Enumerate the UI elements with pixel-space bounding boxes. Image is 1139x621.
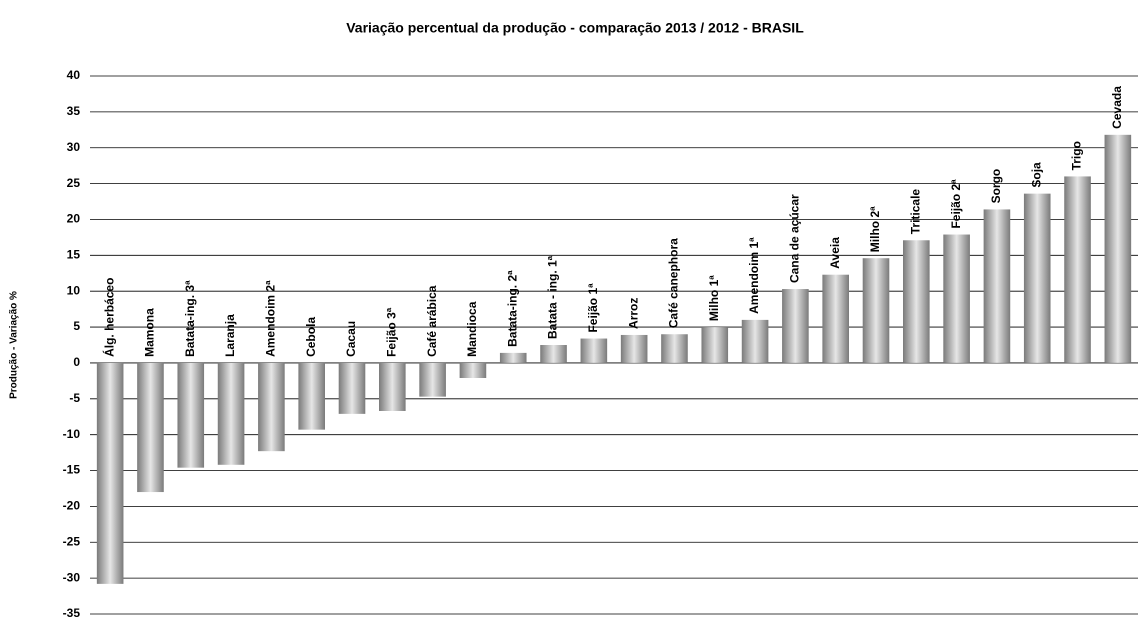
category-label: Mamona xyxy=(143,308,157,357)
category-label: Café arábica xyxy=(425,285,439,357)
bar xyxy=(1064,176,1091,363)
y-tick-label: -20 xyxy=(63,499,81,513)
bar xyxy=(580,338,608,363)
bar xyxy=(661,334,688,363)
y-tick-label: -25 xyxy=(63,534,81,548)
bar xyxy=(862,258,890,363)
bar xyxy=(1023,193,1051,363)
category-label: Batata-ing. 3ª xyxy=(183,280,197,357)
y-tick-label: 15 xyxy=(67,248,81,262)
category-label: Feijão 1ª xyxy=(586,283,600,333)
y-tick-label: 30 xyxy=(67,140,81,154)
bar xyxy=(903,240,930,363)
chart-title: Variação percentual da produção - compar… xyxy=(346,20,804,36)
category-label: Soja xyxy=(1029,162,1043,188)
y-tick-label: 20 xyxy=(67,212,81,226)
bar xyxy=(137,362,164,493)
bar xyxy=(741,319,769,363)
category-label: Batata - ing. 1ª xyxy=(546,255,560,339)
category-label: Sorgo xyxy=(989,169,1003,204)
y-tick-label: -15 xyxy=(63,463,81,477)
category-label: Mandioca xyxy=(465,301,479,357)
bar xyxy=(459,362,487,378)
category-label: Cevada xyxy=(1110,86,1124,129)
bar xyxy=(338,362,366,414)
bar xyxy=(620,334,648,363)
category-label: Milho 1ª xyxy=(707,275,721,321)
category-label: Cana de açúcar xyxy=(788,194,802,283)
bar xyxy=(822,274,849,363)
category-label: Arroz xyxy=(626,298,640,329)
bar xyxy=(177,362,205,468)
bar xyxy=(379,362,406,411)
category-label: Triticale xyxy=(908,189,922,235)
y-tick-label: 10 xyxy=(67,283,81,297)
y-tick-label: 35 xyxy=(67,104,81,118)
bar xyxy=(1104,134,1132,363)
bar xyxy=(96,362,124,584)
category-label: Aveia xyxy=(828,237,842,269)
category-label: Cebola xyxy=(304,317,318,357)
bar xyxy=(701,327,729,363)
category-label: Trigo xyxy=(1070,141,1084,170)
category-label: Laranja xyxy=(223,314,237,357)
bar xyxy=(298,362,325,430)
category-label: Café canephora xyxy=(667,238,681,328)
y-axis-label: Produção - Variação % xyxy=(9,291,20,399)
bar xyxy=(782,289,809,363)
y-tick-label: -5 xyxy=(69,391,80,405)
bar xyxy=(943,234,970,363)
y-tick-label: -35 xyxy=(63,606,81,620)
y-tick-label: 25 xyxy=(67,176,81,190)
bar xyxy=(540,345,567,363)
category-label: Amendoim 2ª xyxy=(264,280,278,357)
category-label: Milho 2ª xyxy=(868,206,882,252)
y-tick-label: 0 xyxy=(73,355,80,369)
bar xyxy=(499,352,527,363)
bar xyxy=(217,362,245,465)
y-tick-label: 40 xyxy=(67,68,81,82)
category-label: Batata-ing. 2ª xyxy=(505,270,519,347)
bar xyxy=(983,209,1011,363)
category-label: Feijão 2ª xyxy=(949,179,963,229)
bar xyxy=(419,362,446,397)
category-label: Álg. herbáceo xyxy=(101,278,116,357)
category-label: Amendoim 1ª xyxy=(747,237,761,314)
y-tick-label: 5 xyxy=(73,319,80,333)
y-tick-label: -30 xyxy=(63,570,81,584)
bar xyxy=(258,362,285,452)
category-label: Feijão 3ª xyxy=(384,307,398,357)
y-tick-label: -10 xyxy=(63,427,81,441)
category-label: Cacau xyxy=(344,321,358,357)
